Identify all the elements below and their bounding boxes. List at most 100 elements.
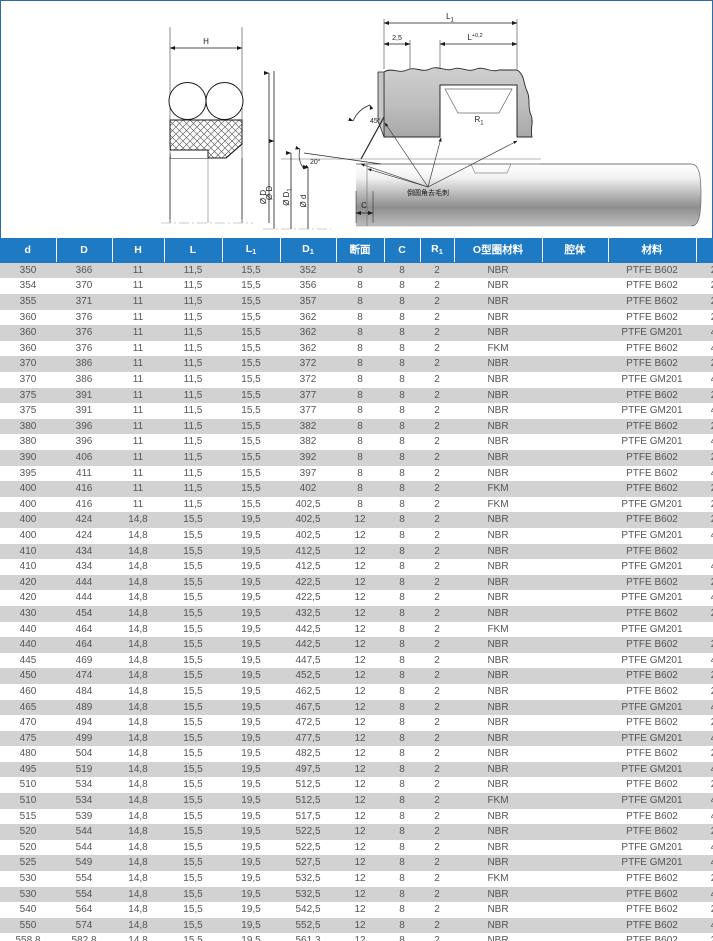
table-row[interactable]: 520 544 14,8 15,5 19,5 522,5 12 8 2 NBR PTFE GM201… [0, 839, 713, 856]
cell-L: 15,5 [164, 933, 222, 941]
table-row[interactable]: 440 464 14,8 15,5 19,5 442,5 12 8 2 FKM PTFE GM201… [0, 621, 713, 638]
column-header-断面[interactable]: 断面 [336, 238, 385, 263]
table-row[interactable]: 495 519 14,8 15,5 19,5 497,5 12 8 2 NBR PTFE GM201… [0, 761, 713, 778]
table-row[interactable]: 420 444 14,8 15,5 19,5 422,5 12 8 2 NBR PTFE GM201… [0, 590, 713, 606]
cell-L: 19,5 [222, 933, 280, 941]
cell-H: 11 [112, 481, 164, 497]
cell-D: 444 [56, 590, 112, 606]
cell-D: 356 [280, 278, 336, 295]
cell-d: 465 [0, 699, 56, 716]
table-row[interactable]: 400 424 14,8 15,5 19,5 402,5 12 8 2 NBR PTFE GM201… [0, 527, 713, 544]
column-header-订货号[interactable]: 订货号 [696, 238, 713, 263]
cell-断面: 8 [336, 418, 384, 435]
column-header-O型圈材料[interactable]: O型圈材料 [454, 238, 543, 263]
cell-L: 15,5 [164, 902, 222, 918]
cell-C: 8 [384, 278, 420, 295]
table-row[interactable]: 445 469 14,8 15,5 19,5 447,5 12 8 2 NBR PTFE GM201… [0, 652, 713, 669]
cell-R: 2 [420, 294, 454, 310]
cell-材料: PTFE B602 [608, 278, 696, 295]
cell-O型圈材料: NBR [454, 527, 542, 544]
column-header-D[interactable]: D [56, 238, 113, 263]
table-row[interactable]: 410 434 14,8 15,5 19,5 412,5 12 8 2 NBR PTFE GM201… [0, 559, 713, 575]
table-row[interactable]: 558,8 582,8 14,8 15,5 19,5 561,3 12 8 2 NBR PTFE B… [0, 933, 713, 941]
column-header-材料[interactable]: 材料 [608, 238, 697, 263]
column-header-腔体[interactable]: 腔体 [542, 238, 609, 263]
cell-订货号: 24369294 [696, 902, 713, 918]
cell-断面: 12 [336, 746, 384, 762]
cell-O型圈材料: NBR [454, 886, 542, 903]
cell-订货号: 24361622 [696, 933, 713, 941]
cell-L: 11,5 [164, 278, 222, 295]
cell-R: 2 [420, 761, 454, 778]
column-header-D[interactable]: D1 [280, 238, 337, 263]
cell-L: 15,5 [164, 559, 222, 575]
cell-H: 14,8 [112, 793, 164, 809]
column-header-L[interactable]: L [164, 238, 223, 263]
cell-L: 15,5 [164, 621, 222, 638]
cell-O型圈材料: NBR [454, 652, 542, 669]
table-row[interactable]: 510 534 14,8 15,5 19,5 512,5 12 8 2 FKM PTFE GM201… [0, 793, 713, 809]
cell-H: 14,8 [112, 761, 164, 778]
table-row[interactable]: 475 499 14,8 15,5 19,5 477,5 12 8 2 NBR PTFE GM201… [0, 730, 713, 747]
cell-O型圈材料: NBR [454, 605, 542, 622]
cell-H: 11 [112, 465, 164, 482]
cell-订货号: 24370685 [696, 278, 713, 295]
cell-D: 402,5 [280, 527, 336, 544]
table-row[interactable]: 525 549 14,8 15,5 19,5 527,5 12 8 2 NBR PTFE GM201… [0, 855, 713, 872]
column-header-R[interactable]: R1 [420, 238, 455, 263]
cell-C: 8 [384, 387, 420, 404]
cell-订货号: 24353639 [696, 574, 713, 591]
cell-d: 360 [0, 309, 56, 326]
cell-D: 504 [56, 746, 112, 762]
column-header-d[interactable]: d [0, 238, 57, 263]
cell-C: 8 [384, 325, 420, 341]
cell-D: 362 [280, 325, 336, 341]
dim-r1-label: R1 [474, 115, 484, 127]
cell-断面: 8 [336, 262, 384, 279]
cell-订货号: 49009462 [696, 325, 713, 341]
cell-D: 452,5 [280, 668, 336, 684]
cell-d: 430 [0, 605, 56, 622]
column-header-L[interactable]: L1 [222, 238, 281, 263]
cell-C: 8 [384, 450, 420, 466]
column-header-H[interactable]: H [112, 238, 165, 263]
cell-d: 450 [0, 668, 56, 684]
cell-断面: 12 [336, 574, 384, 591]
table-row[interactable]: 465 489 14,8 15,5 19,5 467,5 12 8 2 NBR PTFE GM201… [0, 699, 713, 716]
column-header-C[interactable]: C [384, 238, 421, 263]
cell-订货号: 24289854 [696, 309, 713, 326]
cell-D: 386 [56, 356, 112, 373]
